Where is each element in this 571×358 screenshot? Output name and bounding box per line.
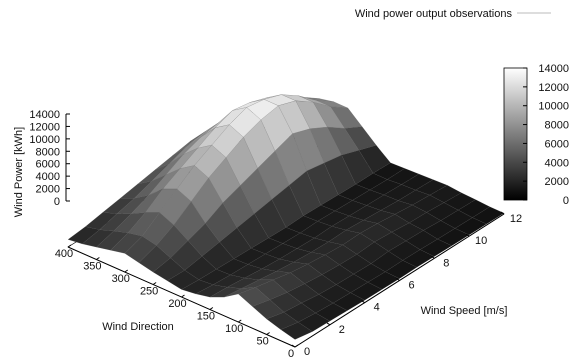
y-tick-mark [500,211,505,215]
x-axis-title: Wind Direction [102,321,174,333]
y-tick-label: 4 [374,302,380,314]
colorbar: 0 2000 4000 6000 8000 10000 12000 14000 [503,63,569,207]
y-tick-label: 10 [475,235,487,247]
x-tick-mark [67,244,72,248]
z-tick-label: 8000 [36,146,60,158]
x-tick-label: 250 [140,286,158,298]
surface-layer [67,94,505,340]
x-tick-label: 0 [288,348,294,358]
legend-label: Wind power output observations [355,8,513,20]
y-tick-mark [396,278,400,281]
y-tick-mark [361,300,365,304]
y-tick-mark [291,344,296,348]
x-tick-mark [294,344,299,348]
x-tick-label: 150 [197,311,215,323]
z-tick-label: 4000 [36,171,60,183]
z-tick-label: 10000 [29,134,60,146]
x-tick-mark [181,294,185,298]
y-tick-label: 0 [304,346,310,358]
colorbar-tick-label: 0 [563,195,569,207]
x-tick-mark [96,257,100,260]
z-tick-label: 2000 [36,184,60,196]
z-tick-label: 6000 [36,159,60,171]
colorbar-tick-label: 12000 [538,82,569,94]
colorbar-tick-label: 14000 [538,63,569,75]
surface-cell [280,322,313,340]
y-tick-mark [431,255,435,259]
z-tick-label: 12000 [29,121,60,133]
x-tick-label: 300 [112,273,130,285]
x-tick-mark [124,269,129,273]
x-tick-label: 200 [168,298,186,310]
x-tick-mark [152,282,157,285]
z-axis-title: Wind Power [kWh] [13,127,25,217]
y-axis-title: Wind Speed [m/s] [421,305,508,317]
colorbar-tick-label: 6000 [545,138,569,150]
x-tick-mark [266,332,270,335]
colorbar-tick-label: 2000 [545,176,569,188]
y-tick-label: 12 [510,213,522,225]
y-tick-label: 8 [443,257,449,269]
x-ticks: 0 50 100 150 200 250 300 350 400 [55,244,299,358]
colorbar-ticks: 0 2000 4000 6000 8000 10000 12000 14000 [523,63,569,207]
x-tick-label: 400 [55,248,73,260]
x-tick-mark [237,319,242,323]
colorbar-tick-label: 8000 [545,120,569,132]
y-tick-label: 2 [339,324,345,336]
y-tick-label: 6 [408,280,414,292]
x-tick-label: 350 [83,261,101,273]
x-tick-label: 100 [225,323,243,335]
y-tick-mark [465,233,470,237]
y-tick-mark [326,322,331,326]
legend: Wind power output observations [355,8,551,20]
z-tick-label: 0 [54,196,60,208]
x-tick-label: 50 [257,336,269,348]
z-tick-label: 14000 [29,109,60,121]
x-tick-mark [209,307,214,310]
colorbar-gradient [503,67,528,201]
y-ticks: 0 2 4 6 8 10 12 [291,211,522,358]
colorbar-tick-label: 10000 [538,101,569,113]
colorbar-tick-label: 4000 [545,157,569,169]
